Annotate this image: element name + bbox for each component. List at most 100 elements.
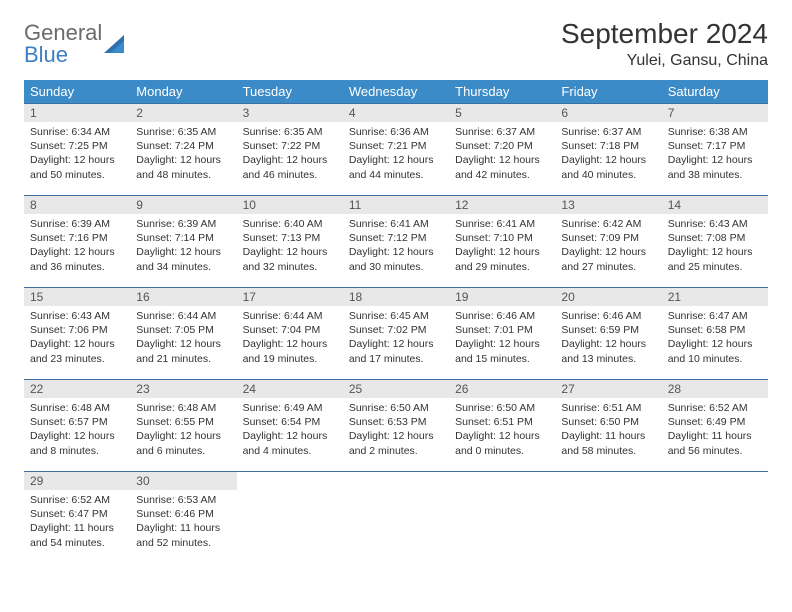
- daylight-line2: and 52 minutes.: [136, 536, 230, 550]
- daylight-line1: Daylight: 12 hours: [561, 245, 655, 259]
- calendar-day-cell: 20Sunrise: 6:46 AMSunset: 6:59 PMDayligh…: [555, 288, 661, 380]
- daylight-line2: and 17 minutes.: [349, 352, 443, 366]
- sunset-text: Sunset: 7:18 PM: [561, 139, 655, 153]
- daylight-line2: and 56 minutes.: [668, 444, 762, 458]
- daylight-line1: Daylight: 12 hours: [30, 153, 124, 167]
- sunrise-text: Sunrise: 6:50 AM: [349, 401, 443, 415]
- day-number: 14: [662, 196, 768, 214]
- sunset-text: Sunset: 6:53 PM: [349, 415, 443, 429]
- day-number: 24: [237, 380, 343, 398]
- calendar-day-cell: 25Sunrise: 6:50 AMSunset: 6:53 PMDayligh…: [343, 380, 449, 472]
- calendar-table: Sunday Monday Tuesday Wednesday Thursday…: [24, 80, 768, 564]
- calendar-day-cell: 29Sunrise: 6:52 AMSunset: 6:47 PMDayligh…: [24, 472, 130, 564]
- day-details: Sunrise: 6:40 AMSunset: 7:13 PMDaylight:…: [237, 214, 343, 278]
- calendar-day-cell: 5Sunrise: 6:37 AMSunset: 7:20 PMDaylight…: [449, 104, 555, 196]
- sunrise-text: Sunrise: 6:39 AM: [136, 217, 230, 231]
- daylight-line1: Daylight: 11 hours: [561, 429, 655, 443]
- day-number: 7: [662, 104, 768, 122]
- sunrise-text: Sunrise: 6:50 AM: [455, 401, 549, 415]
- daylight-line2: and 46 minutes.: [243, 168, 337, 182]
- day-number: 6: [555, 104, 661, 122]
- daylight-line2: and 42 minutes.: [455, 168, 549, 182]
- day-number: 1: [24, 104, 130, 122]
- sunset-text: Sunset: 7:21 PM: [349, 139, 443, 153]
- calendar-day-cell: 21Sunrise: 6:47 AMSunset: 6:58 PMDayligh…: [662, 288, 768, 380]
- title-block: September 2024 Yulei, Gansu, China: [561, 18, 768, 70]
- calendar-day-cell: 17Sunrise: 6:44 AMSunset: 7:04 PMDayligh…: [237, 288, 343, 380]
- logo-sail-icon: [104, 33, 132, 57]
- calendar-day-cell: 15Sunrise: 6:43 AMSunset: 7:06 PMDayligh…: [24, 288, 130, 380]
- calendar-day-cell: 14Sunrise: 6:43 AMSunset: 7:08 PMDayligh…: [662, 196, 768, 288]
- day-number: 25: [343, 380, 449, 398]
- day-number: 21: [662, 288, 768, 306]
- day-details: Sunrise: 6:48 AMSunset: 6:57 PMDaylight:…: [24, 398, 130, 462]
- daylight-line2: and 15 minutes.: [455, 352, 549, 366]
- daylight-line2: and 0 minutes.: [455, 444, 549, 458]
- sunset-text: Sunset: 7:14 PM: [136, 231, 230, 245]
- daylight-line2: and 48 minutes.: [136, 168, 230, 182]
- daylight-line1: Daylight: 12 hours: [243, 429, 337, 443]
- daylight-line2: and 40 minutes.: [561, 168, 655, 182]
- daylight-line1: Daylight: 12 hours: [455, 153, 549, 167]
- sunrise-text: Sunrise: 6:51 AM: [561, 401, 655, 415]
- daylight-line1: Daylight: 11 hours: [136, 521, 230, 535]
- day-details: Sunrise: 6:44 AMSunset: 7:04 PMDaylight:…: [237, 306, 343, 370]
- sunset-text: Sunset: 7:25 PM: [30, 139, 124, 153]
- day-number: 19: [449, 288, 555, 306]
- day-number: 5: [449, 104, 555, 122]
- daylight-line2: and 58 minutes.: [561, 444, 655, 458]
- day-details: Sunrise: 6:36 AMSunset: 7:21 PMDaylight:…: [343, 122, 449, 186]
- daylight-line1: Daylight: 12 hours: [136, 337, 230, 351]
- calendar-day-cell: ..: [343, 472, 449, 564]
- sunrise-text: Sunrise: 6:47 AM: [668, 309, 762, 323]
- brand-logo: General Blue: [24, 18, 132, 66]
- daylight-line2: and 27 minutes.: [561, 260, 655, 274]
- daylight-line1: Daylight: 12 hours: [136, 245, 230, 259]
- day-details: Sunrise: 6:41 AMSunset: 7:12 PMDaylight:…: [343, 214, 449, 278]
- sunset-text: Sunset: 7:05 PM: [136, 323, 230, 337]
- sunset-text: Sunset: 7:10 PM: [455, 231, 549, 245]
- sunrise-text: Sunrise: 6:52 AM: [668, 401, 762, 415]
- daylight-line2: and 50 minutes.: [30, 168, 124, 182]
- day-details: Sunrise: 6:42 AMSunset: 7:09 PMDaylight:…: [555, 214, 661, 278]
- sunrise-text: Sunrise: 6:38 AM: [668, 125, 762, 139]
- weekday-header: Wednesday: [343, 80, 449, 104]
- sunrise-text: Sunrise: 6:52 AM: [30, 493, 124, 507]
- sunrise-text: Sunrise: 6:49 AM: [243, 401, 337, 415]
- calendar-day-cell: 9Sunrise: 6:39 AMSunset: 7:14 PMDaylight…: [130, 196, 236, 288]
- day-details: Sunrise: 6:47 AMSunset: 6:58 PMDaylight:…: [662, 306, 768, 370]
- day-details: Sunrise: 6:50 AMSunset: 6:51 PMDaylight:…: [449, 398, 555, 462]
- day-number: 17: [237, 288, 343, 306]
- calendar-day-cell: 19Sunrise: 6:46 AMSunset: 7:01 PMDayligh…: [449, 288, 555, 380]
- day-details: Sunrise: 6:46 AMSunset: 6:59 PMDaylight:…: [555, 306, 661, 370]
- sunrise-text: Sunrise: 6:35 AM: [136, 125, 230, 139]
- day-number: 3: [237, 104, 343, 122]
- sunset-text: Sunset: 7:22 PM: [243, 139, 337, 153]
- daylight-line2: and 34 minutes.: [136, 260, 230, 274]
- sunrise-text: Sunrise: 6:46 AM: [455, 309, 549, 323]
- sunrise-text: Sunrise: 6:44 AM: [136, 309, 230, 323]
- header: General Blue September 2024 Yulei, Gansu…: [24, 18, 768, 70]
- daylight-line2: and 19 minutes.: [243, 352, 337, 366]
- sunset-text: Sunset: 7:20 PM: [455, 139, 549, 153]
- day-details: Sunrise: 6:49 AMSunset: 6:54 PMDaylight:…: [237, 398, 343, 462]
- sunset-text: Sunset: 7:24 PM: [136, 139, 230, 153]
- weekday-header: Tuesday: [237, 80, 343, 104]
- weekday-header: Thursday: [449, 80, 555, 104]
- location-text: Yulei, Gansu, China: [561, 52, 768, 70]
- day-details: Sunrise: 6:43 AMSunset: 7:08 PMDaylight:…: [662, 214, 768, 278]
- calendar-day-cell: 8Sunrise: 6:39 AMSunset: 7:16 PMDaylight…: [24, 196, 130, 288]
- sunrise-text: Sunrise: 6:35 AM: [243, 125, 337, 139]
- daylight-line2: and 13 minutes.: [561, 352, 655, 366]
- calendar-day-cell: 24Sunrise: 6:49 AMSunset: 6:54 PMDayligh…: [237, 380, 343, 472]
- sunset-text: Sunset: 6:59 PM: [561, 323, 655, 337]
- sunset-text: Sunset: 6:58 PM: [668, 323, 762, 337]
- day-details: Sunrise: 6:43 AMSunset: 7:06 PMDaylight:…: [24, 306, 130, 370]
- daylight-line2: and 25 minutes.: [668, 260, 762, 274]
- sunset-text: Sunset: 7:09 PM: [561, 231, 655, 245]
- daylight-line1: Daylight: 12 hours: [30, 245, 124, 259]
- day-details: Sunrise: 6:39 AMSunset: 7:16 PMDaylight:…: [24, 214, 130, 278]
- sunset-text: Sunset: 6:51 PM: [455, 415, 549, 429]
- calendar-week-row: 8Sunrise: 6:39 AMSunset: 7:16 PMDaylight…: [24, 196, 768, 288]
- day-details: Sunrise: 6:52 AMSunset: 6:47 PMDaylight:…: [24, 490, 130, 554]
